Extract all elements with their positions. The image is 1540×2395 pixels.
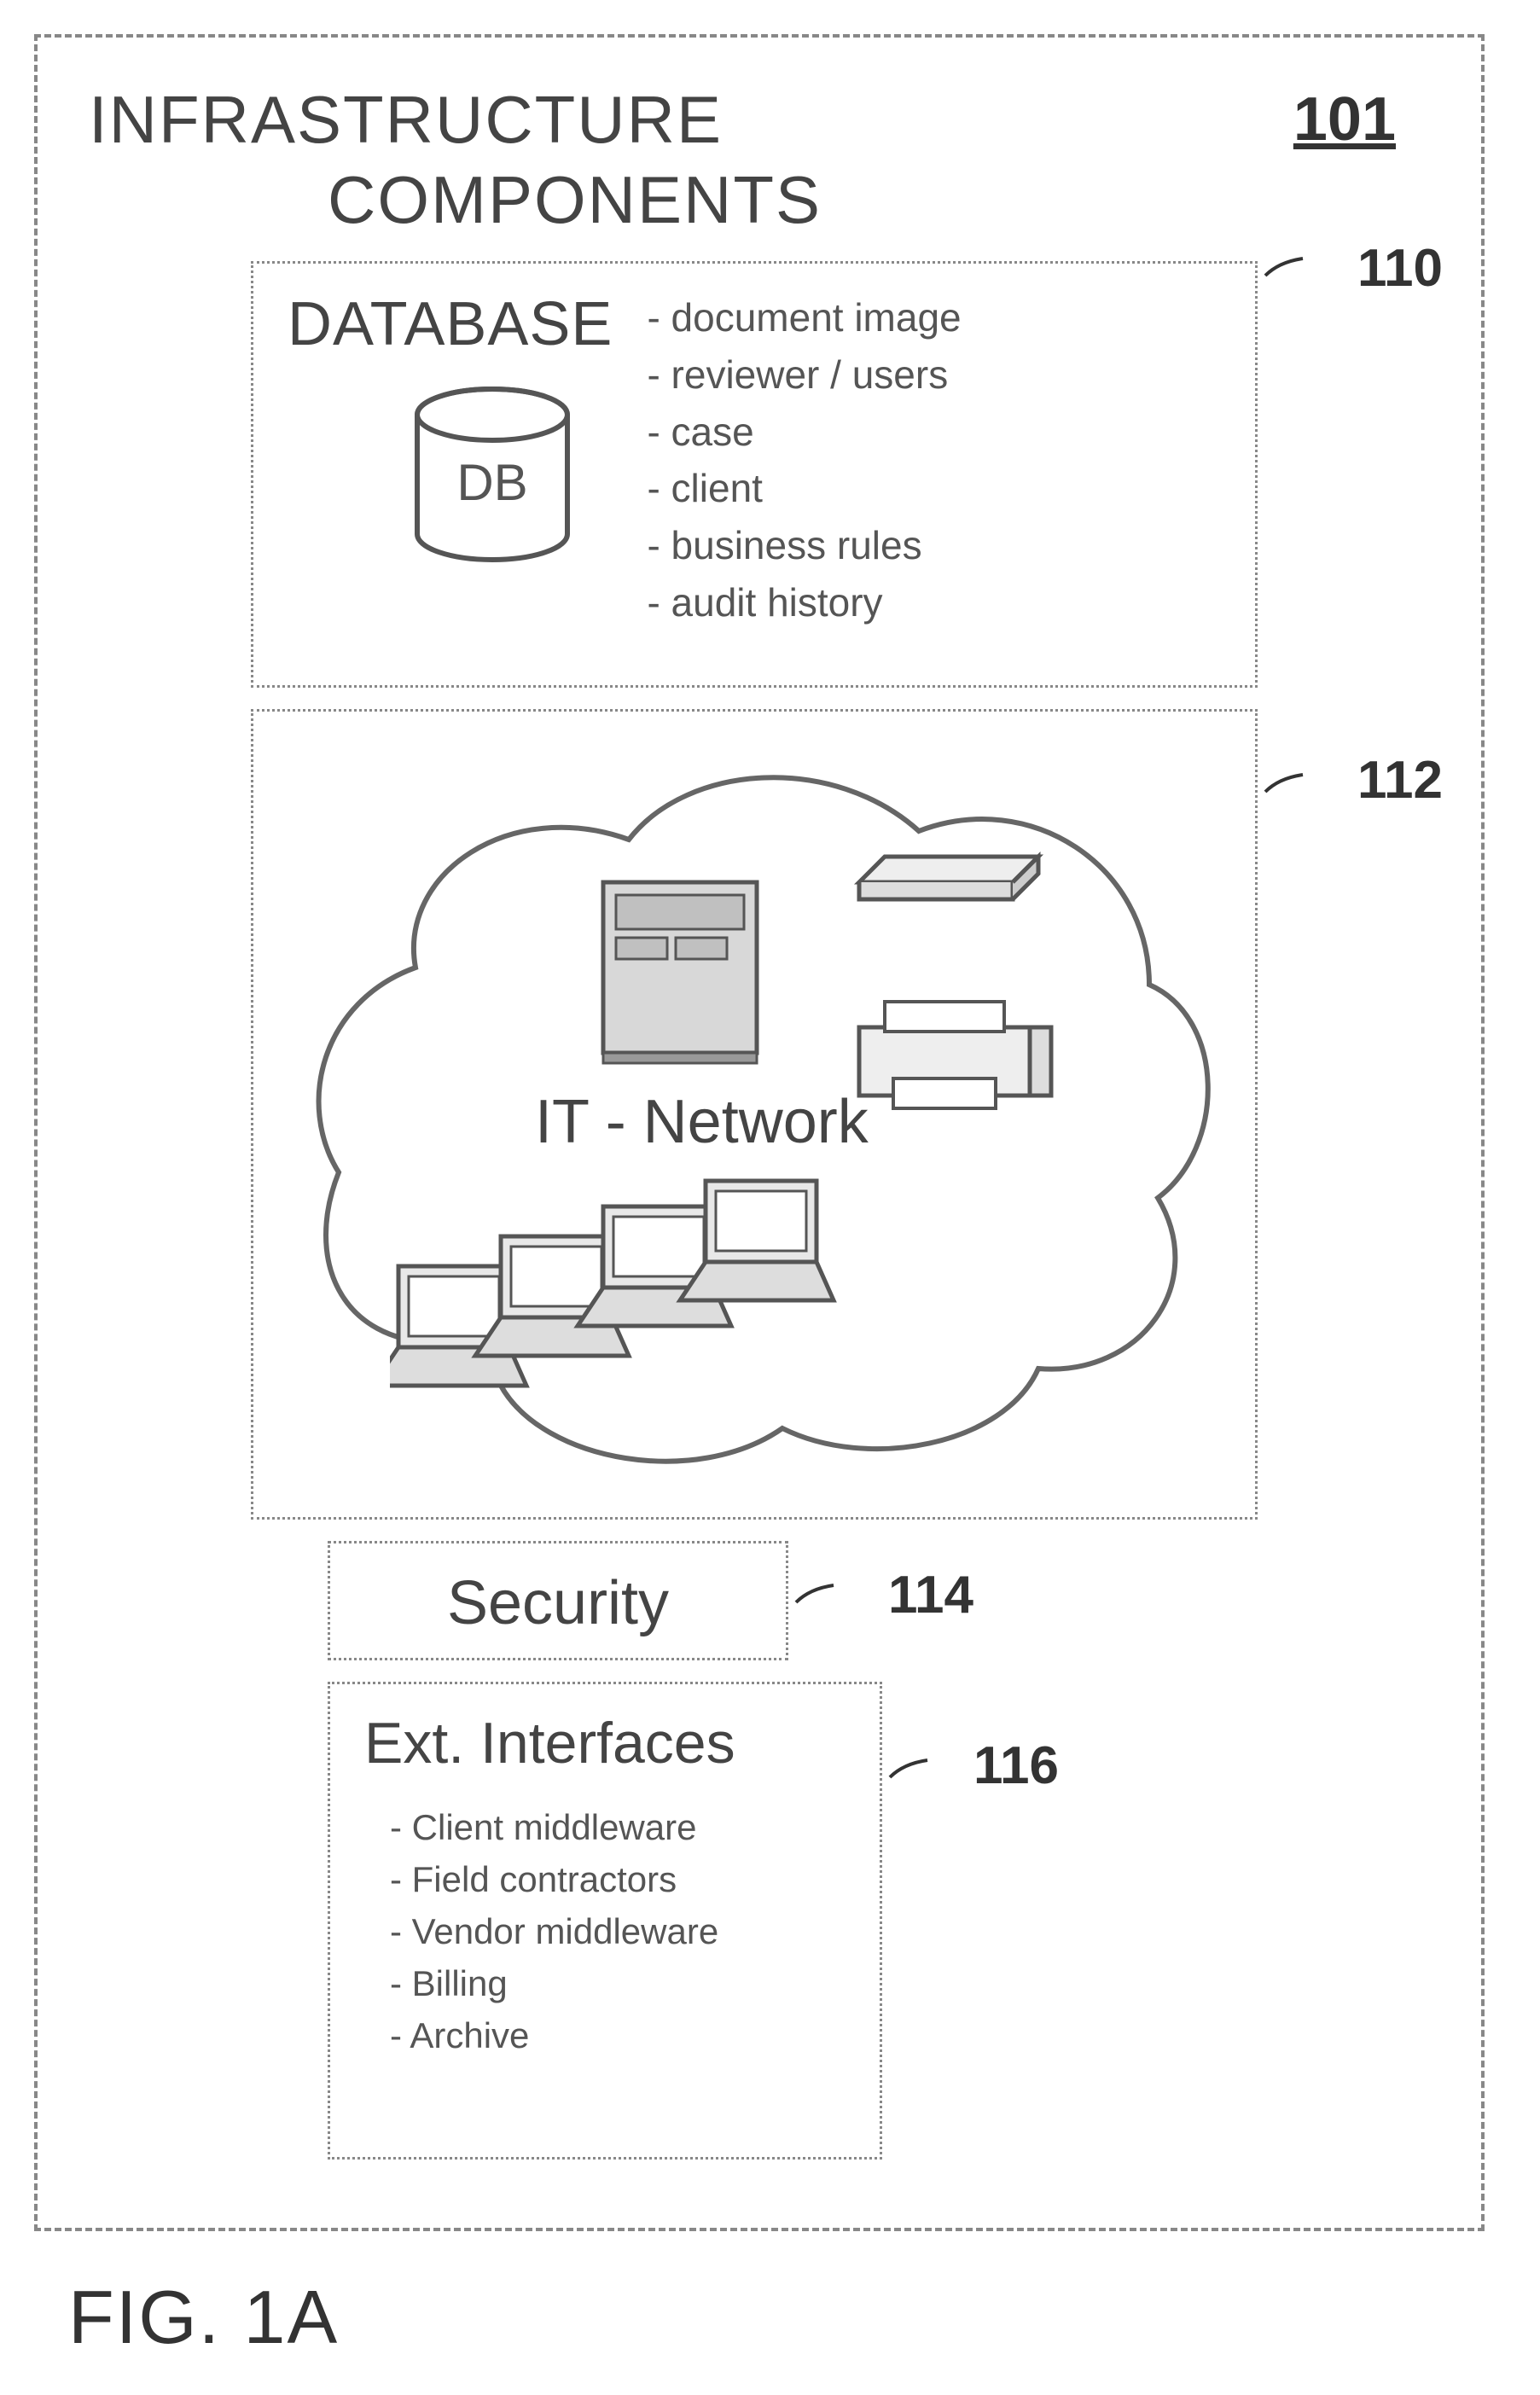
ref-116: 116: [973, 1735, 1059, 1796]
scanner-icon: [842, 831, 1047, 921]
network-block: 112: [251, 709, 1258, 1520]
leader-114: [794, 1582, 846, 1616]
ext-item: Field contractors: [390, 1854, 846, 1906]
network-title: IT - Network: [535, 1087, 869, 1157]
database-block: 110 DATABASE DB document image reviewer …: [251, 261, 1258, 688]
title-line1: INFRASTRUCTURE: [89, 82, 723, 157]
ext-title: Ext. Interfaces: [364, 1710, 846, 1776]
db-item: business rules: [647, 517, 961, 574]
ext-list: Client middleware Field contractors Vend…: [390, 1802, 846, 2061]
ext-item: Vendor middleware: [390, 1906, 846, 1958]
workstations-icon: [390, 1172, 868, 1433]
server-icon: [595, 874, 765, 1074]
db-item: case: [647, 404, 961, 461]
db-icon-label: DB: [456, 454, 527, 511]
ext-item: Archive: [390, 2010, 846, 2062]
ext-interfaces-block: 116 Ext. Interfaces Client middleware Fi…: [328, 1682, 882, 2160]
ext-item: Billing: [390, 1958, 846, 2010]
printer-icon: [842, 993, 1064, 1125]
figure-label: FIG. 1A: [68, 2274, 1506, 2361]
ref-112: 112: [1357, 750, 1443, 811]
db-item: reviewer / users: [647, 346, 961, 404]
db-item: document image: [647, 289, 961, 346]
ref-114: 114: [888, 1565, 973, 1625]
db-item: client: [647, 460, 961, 517]
leader-110: [1264, 255, 1315, 289]
db-item: audit history: [647, 574, 961, 631]
leader-112: [1264, 771, 1315, 805]
leader-116: [888, 1757, 939, 1791]
ref-101: 101: [1293, 84, 1396, 154]
security-block: 114 Security: [328, 1541, 788, 1660]
main-title: INFRASTRUCTURE COMPONENTS: [89, 80, 1430, 240]
ext-item: Client middleware: [390, 1802, 846, 1854]
title-line2: COMPONENTS: [328, 160, 1430, 241]
ref-110: 110: [1357, 238, 1443, 299]
database-title: DATABASE: [288, 289, 613, 359]
infrastructure-outer-box: 101 INFRASTRUCTURE COMPONENTS 110 DATABA…: [34, 34, 1485, 2231]
database-list: document image reviewer / users case cli…: [647, 289, 961, 631]
security-title: Security: [330, 1543, 786, 1663]
db-cylinder-icon: DB: [407, 385, 647, 577]
